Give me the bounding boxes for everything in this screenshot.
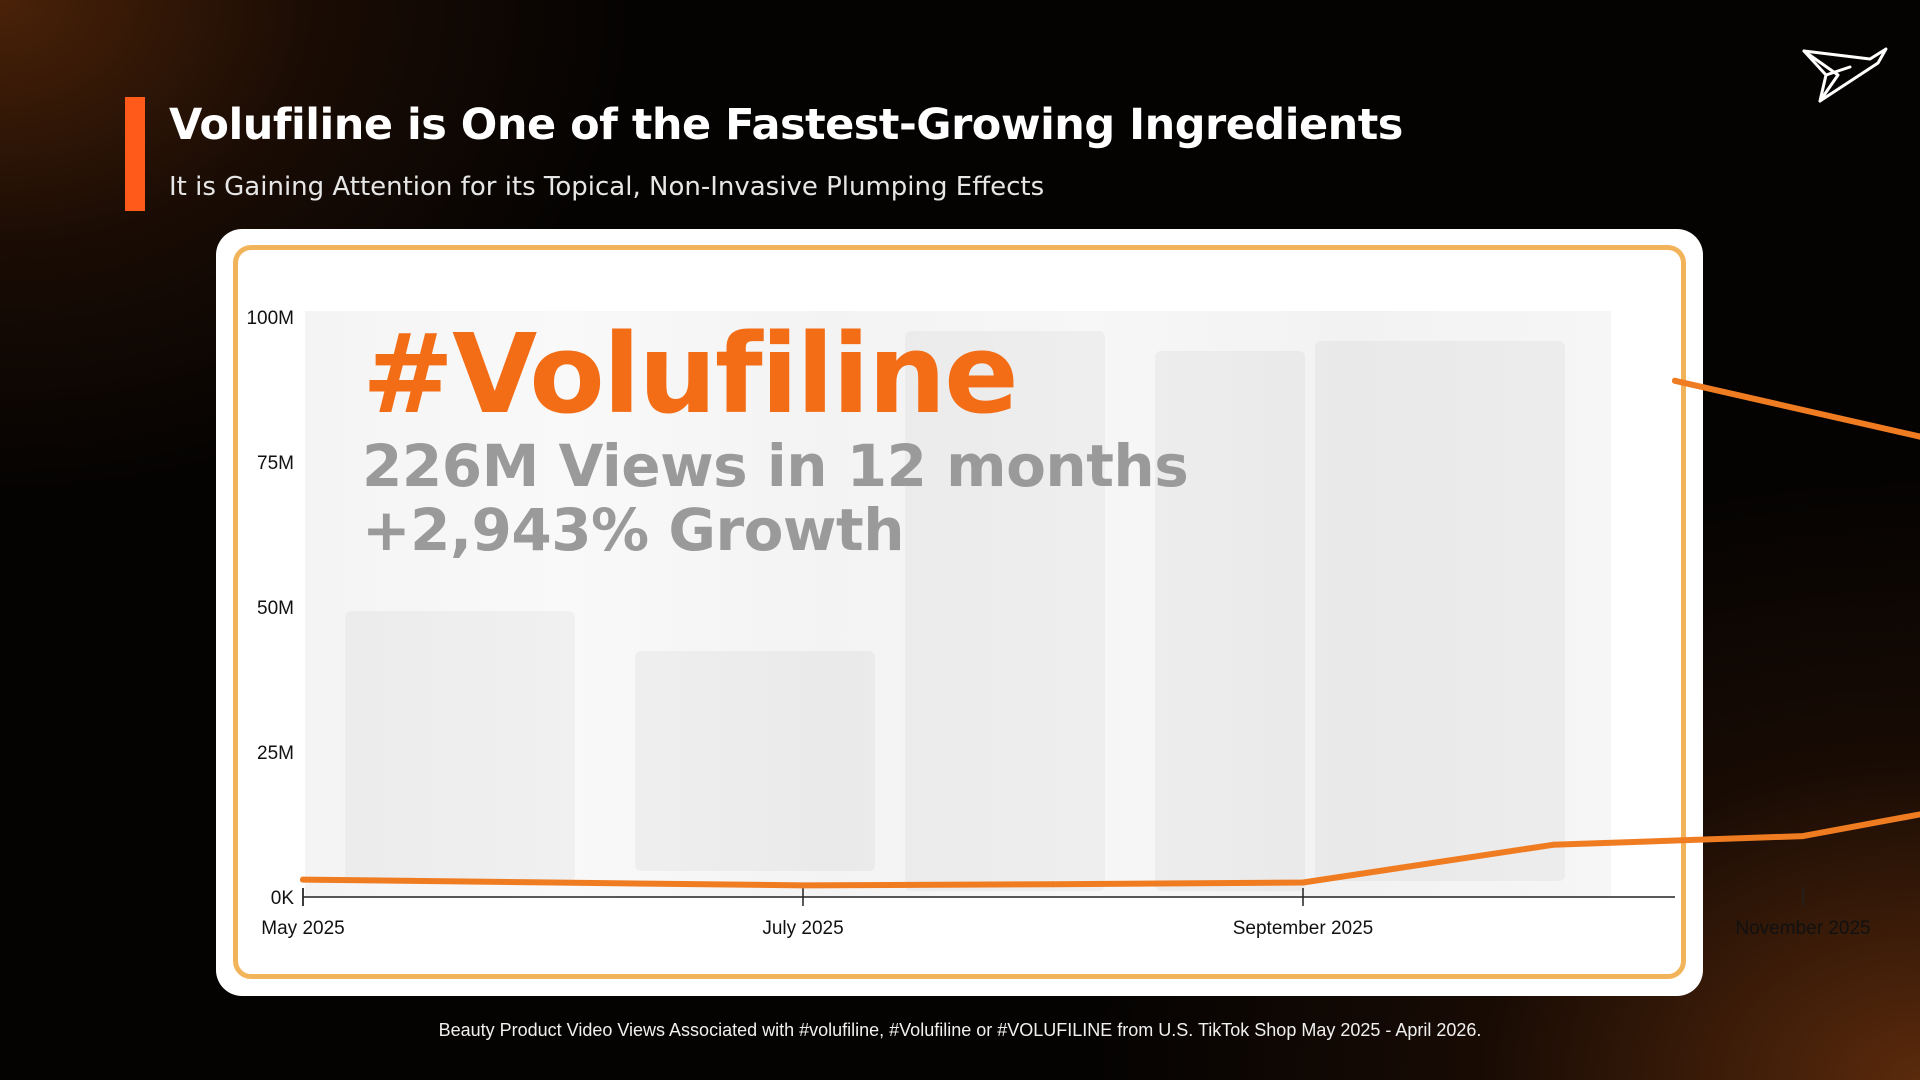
slide-title: Volufiline is One of the Fastest-Growing… [169, 100, 1403, 150]
footnote: Beauty Product Video Views Associated wi… [438, 1020, 1482, 1040]
data-point [1050, 881, 1056, 888]
y-tick-label: 0K [271, 888, 295, 909]
overlay-hashtag: #Volufiline [362, 310, 1019, 438]
data-point [300, 876, 306, 883]
title-accent-bar [125, 97, 145, 211]
series-line [300, 377, 1920, 889]
data-point [1550, 841, 1556, 848]
chart-background-photo [305, 311, 1611, 897]
x-tick-label: July 2025 [762, 918, 843, 939]
chart-card-border [233, 245, 1686, 979]
x-tick-label: November 2025 [1735, 918, 1870, 939]
x-tick-label: May 2025 [261, 918, 344, 939]
y-tick-label: 25M [257, 743, 294, 764]
x-tick-label: September 2025 [1233, 918, 1374, 939]
y-tick-label: 50M [257, 598, 294, 619]
data-point [550, 879, 556, 886]
data-point [1300, 879, 1306, 886]
overlay-growth-text: +2,943% Growth [362, 496, 905, 564]
overlay-views-text: 226M Views in 12 months [362, 432, 1189, 500]
y-tick-label: 100M [246, 308, 294, 329]
y-tick-label: 75M [257, 453, 294, 474]
data-point [1672, 377, 1678, 384]
slide-subtitle: It is Gaining Attention for its Topical,… [169, 172, 1045, 202]
data-point [1800, 833, 1806, 840]
paper-plane-bird-icon [1802, 47, 1888, 103]
data-point [800, 882, 806, 889]
